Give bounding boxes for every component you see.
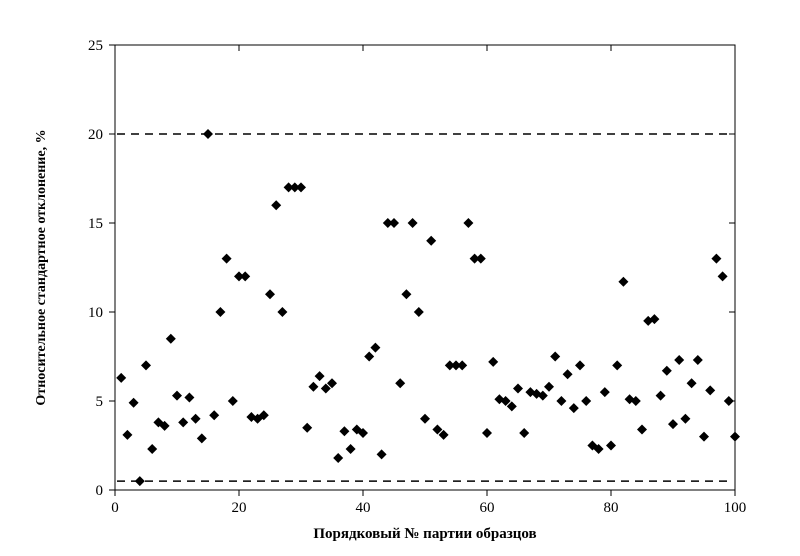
x-tick-label: 100 <box>724 500 747 516</box>
y-tick-label: 20 <box>88 127 103 143</box>
data-point <box>668 419 678 429</box>
data-point <box>129 398 139 408</box>
data-point <box>364 352 374 362</box>
data-point <box>302 423 312 433</box>
data-point <box>656 391 666 401</box>
data-point <box>600 387 610 397</box>
data-point <box>135 476 145 486</box>
data-point <box>550 352 560 362</box>
chart-svg: 0 20 40 60 80 100 0 5 10 15 20 25 Порядковый № парти… <box>0 0 800 556</box>
data-point <box>674 355 684 365</box>
data-point <box>718 271 728 281</box>
data-point <box>519 428 529 438</box>
data-point <box>401 289 411 299</box>
data-point <box>705 385 715 395</box>
x-tick-label: 0 <box>111 500 119 516</box>
data-point <box>197 433 207 443</box>
data-point <box>457 360 467 370</box>
data-point <box>346 444 356 454</box>
data-point <box>581 396 591 406</box>
data-point <box>637 424 647 434</box>
data-point <box>370 343 380 353</box>
data-point <box>166 334 176 344</box>
x-tick-label: 40 <box>356 500 371 516</box>
data-point <box>730 432 740 442</box>
data-point <box>315 371 325 381</box>
data-point <box>575 360 585 370</box>
x-tick-label: 60 <box>480 500 495 516</box>
data-point <box>339 426 349 436</box>
data-point <box>178 417 188 427</box>
data-point <box>265 289 275 299</box>
data-point <box>172 391 182 401</box>
data-point <box>476 254 486 264</box>
y-axis-label: Относительное стандартное отклонение, % <box>34 129 49 405</box>
data-point <box>606 441 616 451</box>
data-point <box>377 449 387 459</box>
data-point <box>296 182 306 192</box>
x-tick-label: 80 <box>604 500 619 516</box>
y-tick-label: 0 <box>96 483 104 499</box>
x-tick-label: 20 <box>232 500 247 516</box>
data-point <box>240 271 250 281</box>
y-tick-label: 15 <box>88 216 103 232</box>
data-point <box>277 307 287 317</box>
data-point <box>420 414 430 424</box>
data-point <box>271 200 281 210</box>
data-point <box>711 254 721 264</box>
data-point <box>203 129 213 139</box>
x-axis-label: Порядковый № партии образцов <box>313 526 536 542</box>
data-point <box>463 218 473 228</box>
data-point <box>687 378 697 388</box>
data-point <box>563 369 573 379</box>
data-point <box>556 396 566 406</box>
data-point <box>147 444 157 454</box>
data-point <box>612 360 622 370</box>
data-point <box>389 218 399 228</box>
data-point <box>426 236 436 246</box>
data-point <box>488 357 498 367</box>
scatter-chart: 0 20 40 60 80 100 0 5 10 15 20 25 Порядковый № парти… <box>0 0 800 556</box>
data-point <box>228 396 238 406</box>
data-point <box>544 382 554 392</box>
data-point <box>122 430 132 440</box>
data-point <box>693 355 703 365</box>
y-tick-label: 10 <box>88 305 103 321</box>
data-point <box>662 366 672 376</box>
data-point <box>184 392 194 402</box>
data-point <box>308 382 318 392</box>
data-point <box>191 414 201 424</box>
data-point <box>680 414 690 424</box>
data-point <box>414 307 424 317</box>
data-point <box>141 360 151 370</box>
data-point <box>222 254 232 264</box>
data-point <box>408 218 418 228</box>
data-point <box>699 432 709 442</box>
data-point <box>333 453 343 463</box>
data-point <box>569 403 579 413</box>
data-point <box>513 384 523 394</box>
y-tick-label: 5 <box>96 394 104 410</box>
data-point <box>724 396 734 406</box>
y-tick-label: 25 <box>88 38 103 54</box>
data-point <box>209 410 219 420</box>
data-point <box>482 428 492 438</box>
data-point <box>395 378 405 388</box>
data-point <box>116 373 126 383</box>
data-point <box>215 307 225 317</box>
data-point <box>618 277 628 287</box>
